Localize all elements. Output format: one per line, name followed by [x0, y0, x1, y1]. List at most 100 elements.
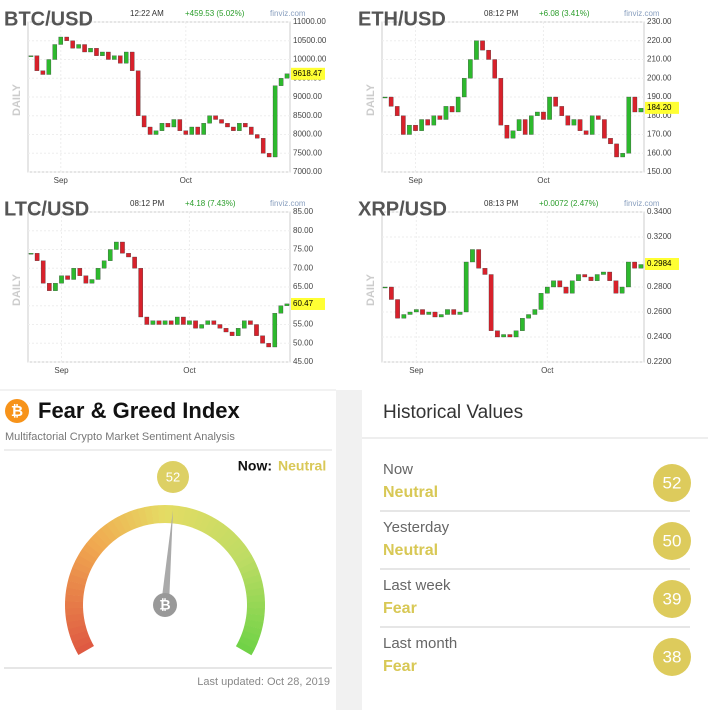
candle — [118, 55, 123, 64]
price-box — [645, 258, 679, 270]
candle — [82, 44, 87, 53]
candle — [101, 260, 107, 269]
candle — [510, 130, 516, 139]
gauge-arc — [217, 528, 235, 547]
candle — [181, 316, 186, 325]
x-tick-label: Oct — [180, 176, 193, 185]
period: Last week — [383, 577, 451, 594]
value: 52 — [663, 473, 682, 492]
gauge-arc — [158, 505, 166, 524]
candle — [614, 143, 619, 158]
candle — [266, 153, 272, 158]
gauge-arc — [144, 505, 154, 525]
candle — [470, 249, 475, 263]
y-tick-label: 0.2400 — [647, 332, 672, 341]
class: Neutral — [383, 542, 438, 559]
candle — [431, 115, 437, 126]
candle — [187, 320, 192, 325]
index-title: Fear & Greed Index — [38, 398, 241, 423]
candle — [77, 268, 83, 276]
candle — [626, 96, 632, 154]
candle — [235, 328, 241, 336]
y-tick-label: 7000.00 — [293, 167, 322, 176]
index-value: 52 — [166, 469, 180, 484]
gauge-arc — [65, 613, 85, 623]
candle — [201, 123, 206, 135]
gauge-arc — [74, 640, 94, 655]
candle — [482, 268, 488, 275]
y-tick-label: 180.00 — [647, 111, 672, 120]
candle — [432, 311, 438, 318]
index-subtitle: Multifactorial Crypto Market Sentiment A… — [5, 431, 235, 443]
gauge-arc — [106, 520, 122, 539]
candle — [589, 115, 595, 135]
gauge-arc — [78, 548, 98, 564]
candle — [284, 303, 290, 306]
candle — [389, 286, 394, 300]
value-badge — [653, 464, 691, 502]
price-label: 60.47 — [293, 299, 314, 308]
now-label: Now: — [238, 458, 272, 474]
candle — [64, 36, 69, 41]
candle — [217, 324, 223, 329]
price-box — [291, 67, 325, 80]
candle — [426, 311, 432, 315]
gauge-arc — [246, 601, 265, 609]
y-tick-label: 0.2600 — [647, 307, 672, 316]
y-tick-label: 10500.00 — [293, 36, 327, 45]
candle — [213, 115, 218, 120]
gauge-arc — [182, 507, 193, 527]
gauge-arc — [241, 567, 261, 580]
candle — [83, 275, 89, 284]
y-tick-label: 200.00 — [647, 73, 672, 82]
candle — [120, 241, 125, 254]
y-tick-label: 10000.00 — [293, 55, 327, 64]
candle — [632, 261, 637, 269]
candle — [401, 115, 406, 135]
gauge-arc — [100, 523, 118, 543]
y-tick-label: 0.3200 — [647, 232, 672, 241]
candle — [40, 70, 46, 75]
candle — [526, 314, 531, 319]
candle — [135, 70, 141, 116]
candle — [272, 313, 278, 348]
candle — [249, 126, 254, 135]
time: 08:12 PM — [130, 199, 165, 208]
bitcoin-logo — [5, 399, 29, 423]
candle — [114, 241, 119, 250]
candle — [480, 40, 485, 51]
candle — [28, 55, 34, 57]
candle — [124, 51, 129, 64]
price-box — [645, 101, 679, 114]
candle — [535, 111, 540, 116]
price-box — [291, 297, 325, 310]
gauge-arc — [245, 587, 265, 597]
y-tick-label: 11000.00 — [293, 17, 326, 26]
class: Fear — [383, 600, 417, 617]
candle — [219, 119, 224, 124]
bitcoin-symbol: ₿ — [11, 403, 23, 420]
value-badge — [653, 580, 691, 618]
time: 12:22 AM — [130, 9, 164, 18]
candle — [132, 256, 137, 269]
candle — [613, 280, 619, 294]
gauge-arc — [67, 573, 88, 586]
y-tick-label: 170.00 — [647, 130, 672, 139]
candle — [632, 96, 638, 113]
value-badge — [653, 638, 691, 676]
candle — [638, 108, 644, 113]
y-tick-label: 8000.00 — [293, 130, 322, 139]
time: 08:12 PM — [484, 9, 519, 18]
candle — [401, 314, 407, 319]
time: 08:13 PM — [484, 199, 519, 208]
candle — [488, 274, 494, 331]
candle — [52, 44, 58, 60]
gauge-arc — [225, 538, 245, 555]
y-tick-label: 45.00 — [293, 357, 314, 366]
candle — [557, 280, 563, 288]
change: +459.53 (5.02%) — [185, 9, 245, 18]
gauge-arc — [151, 505, 160, 524]
candle — [162, 320, 168, 325]
period: Now — [383, 461, 413, 478]
candle — [70, 40, 75, 49]
